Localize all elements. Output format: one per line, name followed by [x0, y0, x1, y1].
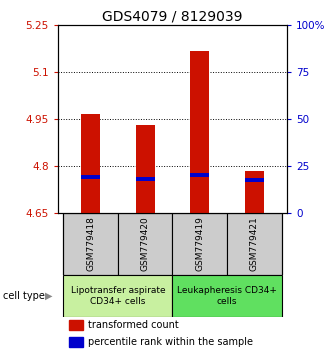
Bar — [190, 51, 209, 213]
Bar — [173, 275, 281, 317]
Text: transformed count: transformed count — [87, 320, 178, 330]
Text: GSM779419: GSM779419 — [195, 217, 204, 272]
Text: Lipotransfer aspirate
CD34+ cells: Lipotransfer aspirate CD34+ cells — [71, 286, 165, 306]
Title: GDS4079 / 8129039: GDS4079 / 8129039 — [102, 10, 243, 24]
Bar — [245, 178, 264, 182]
Bar — [63, 275, 173, 317]
Bar — [136, 177, 155, 181]
Bar — [136, 125, 155, 213]
Bar — [118, 213, 173, 275]
Text: Leukapheresis CD34+
cells: Leukapheresis CD34+ cells — [177, 286, 277, 306]
Text: cell type: cell type — [3, 291, 45, 301]
Bar — [227, 213, 281, 275]
Bar — [173, 213, 227, 275]
Text: GSM779418: GSM779418 — [86, 217, 95, 272]
Bar — [190, 173, 209, 177]
Text: ▶: ▶ — [45, 291, 52, 301]
Text: percentile rank within the sample: percentile rank within the sample — [87, 337, 252, 347]
Bar — [245, 171, 264, 213]
Bar — [69, 337, 83, 347]
Text: GSM779421: GSM779421 — [250, 217, 259, 272]
Bar — [63, 213, 118, 275]
Bar — [81, 114, 100, 213]
Text: GSM779420: GSM779420 — [141, 217, 149, 272]
Bar — [81, 175, 100, 179]
Bar — [69, 320, 83, 330]
